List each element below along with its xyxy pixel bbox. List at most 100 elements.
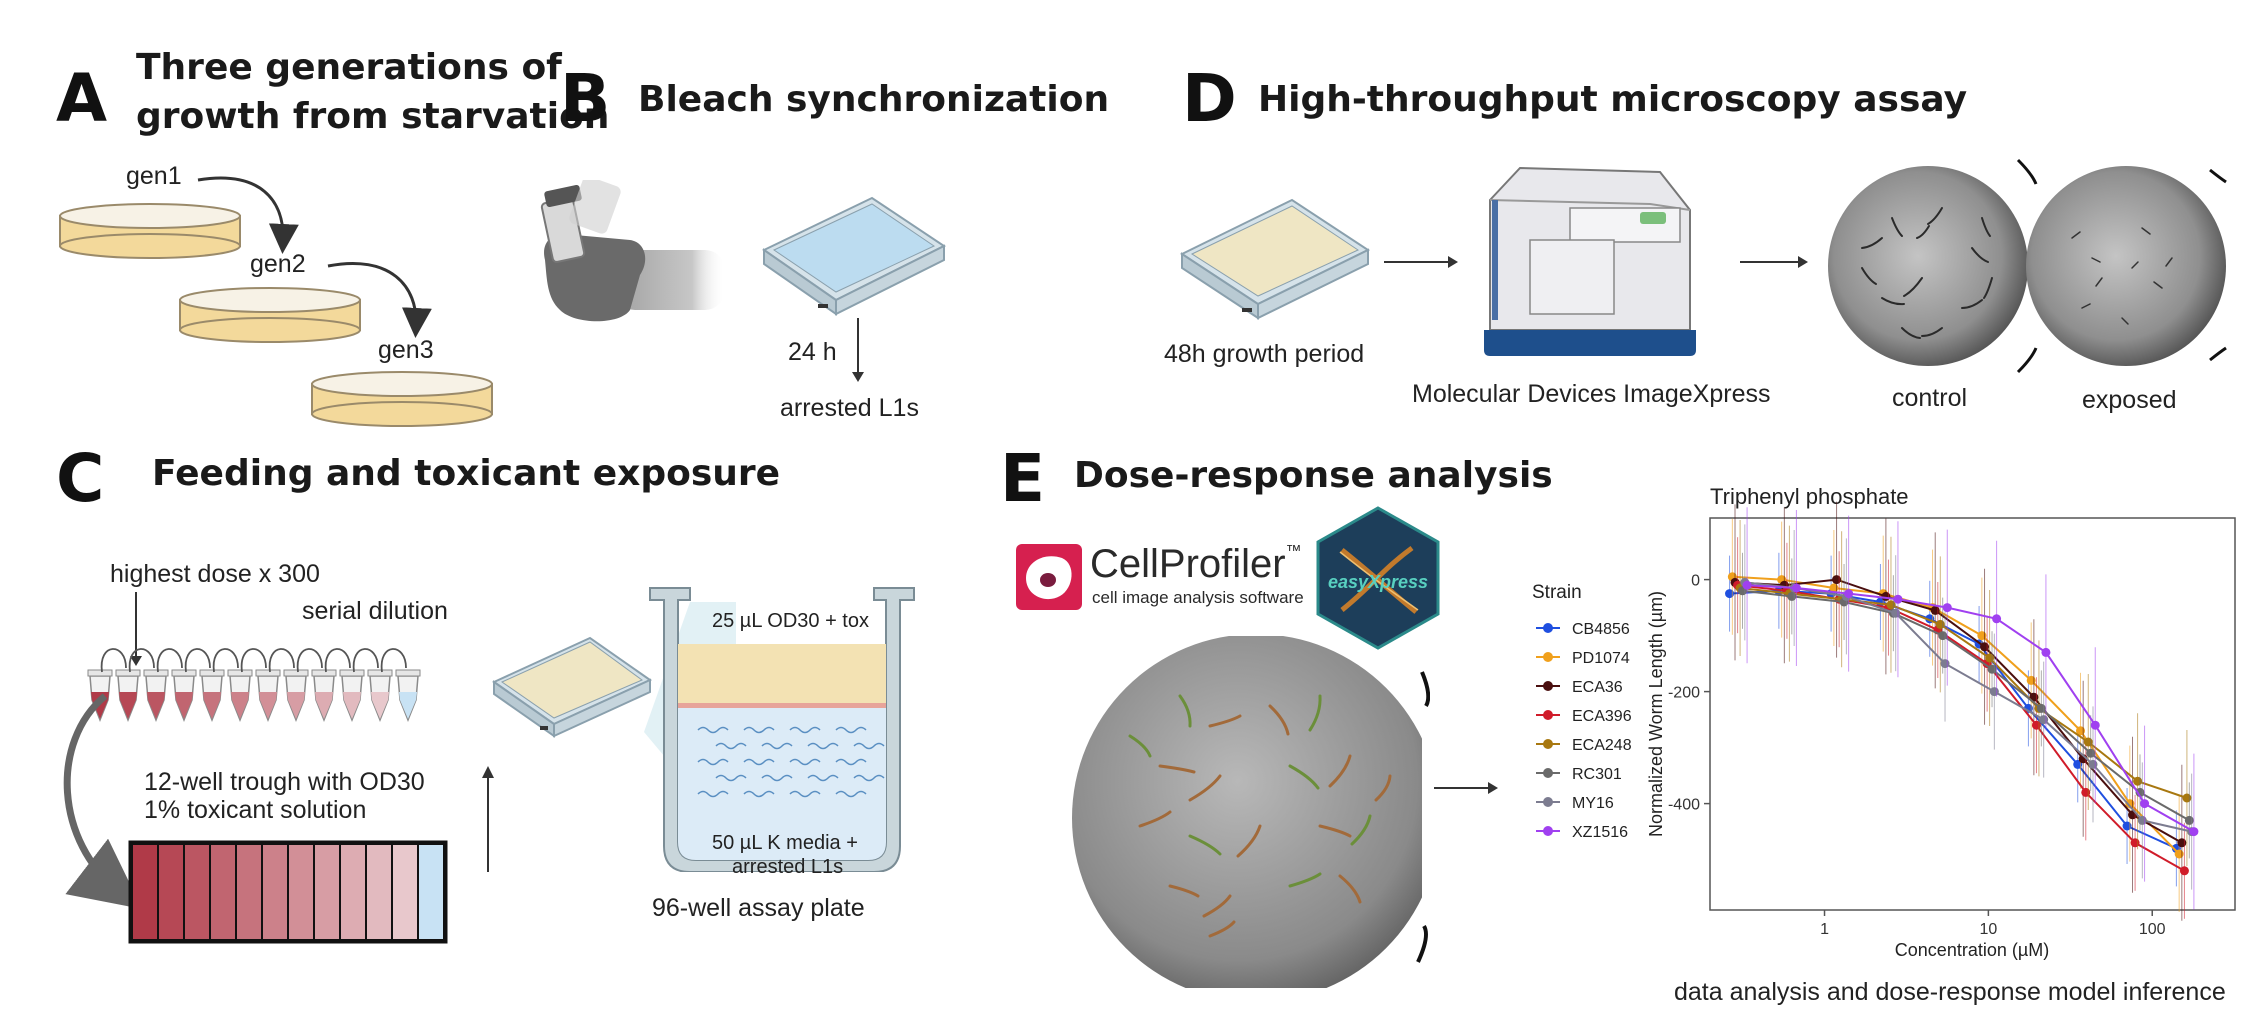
- 96-well-assay-plate-with-zoom: [491, 587, 915, 872]
- panel-a-title-line1: Three generations of: [136, 47, 562, 88]
- transfer-loop: [324, 648, 351, 673]
- legend-item: PD1074: [1536, 650, 1630, 667]
- data-point: [1886, 600, 1896, 610]
- trough-well: [313, 843, 341, 941]
- cellprofiler-logo-name: CellProfiler: [1090, 542, 1286, 586]
- panel-c-title: Feeding and toxicant exposure: [152, 453, 781, 494]
- worm: [1981, 217, 1991, 237]
- label-trough-line1: 12-well trough with OD30: [144, 768, 425, 796]
- worm: [2153, 281, 2163, 289]
- segmented-well-image: [1072, 636, 1430, 988]
- legend-label: ECA36: [1572, 679, 1623, 696]
- panel-b-title: Bleach synchronization: [638, 79, 1110, 120]
- data-point: [1742, 580, 1752, 590]
- panel-b-letter: B: [560, 60, 611, 137]
- series-line: [1747, 584, 2195, 833]
- transfer-loop: [128, 648, 155, 673]
- data-point: [1930, 605, 1940, 615]
- data-point: [2086, 748, 2096, 758]
- label-48h-growth: 48h growth period: [1164, 340, 1365, 368]
- x-axis: 1 10 100: [1820, 910, 2166, 938]
- cellprofiler-logo-tm: ™: [1285, 543, 1302, 560]
- panel-a-letter: A: [56, 60, 108, 137]
- arrow-well-to-chart: [1434, 782, 1498, 794]
- 96-well-plate-blue: [762, 196, 946, 316]
- trough-well: [417, 843, 445, 941]
- legend-label: RC301: [1572, 766, 1622, 783]
- data-point: [1989, 687, 1999, 697]
- worm: [1128, 734, 1152, 758]
- legend-label: XZ1516: [1572, 824, 1628, 841]
- data-point: [2088, 759, 2098, 769]
- legend-item: ECA248: [1536, 737, 1632, 754]
- x-tick-label: 10: [1979, 921, 1997, 938]
- dose-response-chart: Triphenyl phosphate 0 -200 -400 1 10 100 Con…: [1532, 484, 2236, 960]
- transfer-loop: [352, 648, 379, 673]
- legend: CB4856 PD1074 ECA36 ECA396 ECA248 RC301 MY16 XZ…: [1536, 621, 1632, 841]
- dilution-tube: [283, 669, 309, 723]
- worm: [1328, 754, 1352, 788]
- label-bottom-line1: 50 µL K media +: [712, 832, 858, 854]
- label-serial-dilution: serial dilution: [302, 597, 448, 625]
- x-axis-label: Concentration (µM): [1895, 940, 2049, 960]
- dilution-tube: [115, 669, 141, 723]
- legend-label: CB4856: [1572, 621, 1630, 638]
- worm: [1927, 207, 1943, 225]
- data-point: [2140, 799, 2150, 809]
- serial-dilution-tubes: [63, 592, 421, 910]
- dilution-tube: [171, 669, 197, 723]
- trough-well: [157, 843, 185, 941]
- legend-label: ECA248: [1572, 737, 1632, 754]
- data-point: [2073, 759, 2083, 769]
- transfer-loop: [268, 648, 295, 673]
- 96-well-plate-yellow: [1179, 198, 1371, 320]
- transfer-loop: [100, 648, 127, 673]
- dilution-tube: [255, 669, 281, 723]
- data-point: [2189, 827, 2199, 837]
- label-trough-line2: 1% toxicant solution: [144, 796, 367, 824]
- panel-e-letter: E: [1000, 440, 1046, 517]
- petri-dish-gen3: [311, 371, 493, 427]
- data-point: [1893, 594, 1903, 604]
- legend-item: XZ1516: [1536, 824, 1628, 841]
- hand-with-tube-icon: [540, 180, 725, 322]
- worm: [1202, 894, 1232, 918]
- arrow-microscope-to-images: [1740, 256, 1808, 268]
- trough-well: [183, 843, 211, 941]
- panel-d-letter: D: [1182, 60, 1237, 137]
- legend-title: Strain: [1532, 582, 1582, 603]
- data-point: [2090, 720, 2100, 730]
- trough-well: [209, 843, 237, 941]
- petri-dish-gen2: [179, 287, 361, 343]
- worm: [1961, 299, 1983, 309]
- data-point: [2133, 776, 2143, 786]
- well-images-pair: [1828, 158, 2227, 374]
- x-tick-label: 100: [2139, 921, 2166, 938]
- legend-item: MY16: [1536, 795, 1614, 812]
- transfer-loop: [296, 648, 323, 673]
- easyxpress-hex-logo-text: easyXpress: [1328, 572, 1428, 592]
- label-arrested-l1s: arrested L1s: [780, 394, 919, 422]
- transfer-loop: [380, 648, 407, 673]
- worm: [1374, 774, 1392, 802]
- label-gen1: gen1: [126, 162, 182, 190]
- worm: [2071, 231, 2081, 239]
- y-tick-label: -400: [1668, 797, 1700, 814]
- cellprofiler-logo-icon: [1016, 544, 1082, 610]
- data-point: [2130, 838, 2140, 848]
- trough-well: [235, 843, 263, 941]
- series-XZ1516: [1742, 507, 2199, 910]
- data-point: [1940, 659, 1950, 669]
- dilution-tube: [367, 669, 393, 723]
- worm: [1861, 267, 1877, 285]
- imagexpress-microscope-icon: [1484, 166, 1696, 356]
- worm: [1178, 694, 1192, 728]
- trough-well: [131, 843, 159, 941]
- worm: [1158, 764, 1196, 774]
- dilution-tube: [227, 669, 253, 723]
- worm: [2091, 257, 2101, 263]
- data-point: [2179, 866, 2189, 876]
- worm: [1971, 247, 1989, 263]
- arrow-plate-to-microscope: [1384, 256, 1458, 268]
- trough-well: [365, 843, 393, 941]
